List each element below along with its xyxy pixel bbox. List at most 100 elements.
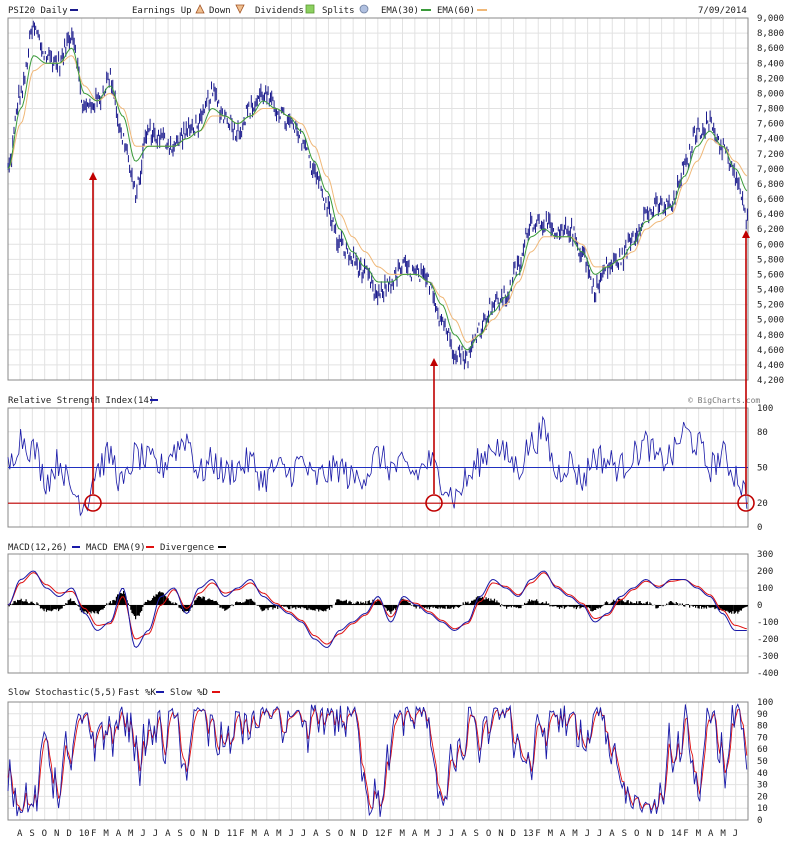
stochastic-legend: Slow Stochastic(5,5) Fast %K Slow %D — [8, 688, 220, 698]
y-tick-label: 7,600 — [757, 120, 784, 130]
x-tick-label: 13 — [523, 829, 534, 839]
macd-signal-label: MACD EMA(9) — [86, 543, 146, 553]
x-tick-label: M — [276, 829, 282, 839]
macd-signal-line — [7, 572, 747, 645]
x-tick-label: J — [437, 829, 442, 839]
x-tick-label: O — [634, 829, 639, 839]
x-tick-label: 10 — [79, 829, 90, 839]
arrow-head — [742, 230, 750, 238]
price-legend: PSI20 Daily Earnings Up Down Dividends S… — [8, 4, 747, 16]
x-tick-label: A — [17, 829, 23, 839]
x-tick-label: S — [622, 829, 627, 839]
x-tick-label: D — [66, 829, 71, 839]
x-tick-label: M — [128, 829, 134, 839]
earnings-up-icon — [195, 4, 205, 14]
x-tick-label: A — [264, 829, 270, 839]
x-tick-label: 12 — [375, 829, 386, 839]
y-tick-label: 90 — [757, 710, 768, 720]
symbol-label: PSI20 Daily — [8, 6, 68, 16]
watermark: © BigCharts.com — [688, 396, 760, 405]
macd-legend: MACD(12,26) MACD EMA(9) Divergence — [8, 543, 226, 553]
x-tick-label: M — [720, 829, 726, 839]
x-tick-label: S — [325, 829, 330, 839]
earnings-down-label: Down — [209, 6, 231, 16]
y-tick-label: 5,200 — [757, 301, 784, 311]
rsi-line — [7, 415, 748, 517]
x-tick-label: S — [474, 829, 479, 839]
earnings-label: Earnings Up — [132, 6, 192, 16]
x-tick-label: N — [202, 829, 207, 839]
x-tick-label: N — [350, 829, 355, 839]
y-tick-label: 4,200 — [757, 376, 784, 386]
x-tick-label: F — [535, 829, 540, 839]
macd-line — [7, 570, 747, 649]
y-tick-label: 50 — [757, 464, 768, 474]
x-tick-label: 11 — [227, 829, 238, 839]
y-tick-label: 7,800 — [757, 105, 784, 115]
y-tick-label: 6,000 — [757, 240, 784, 250]
oversold-circle — [84, 494, 102, 512]
x-tick-label: D — [362, 829, 367, 839]
y-tick-label: 0 — [757, 601, 762, 611]
rsi-title: Relative Strength Index(14) — [8, 396, 154, 406]
ema60-label: EMA(60) — [437, 6, 475, 16]
divergence-label: Divergence — [160, 543, 214, 553]
y-tick-label: 10 — [757, 804, 768, 814]
y-tick-label: -400 — [757, 669, 779, 679]
dividends-label: Dividends — [255, 6, 304, 16]
stochastic-title: Slow Stochastic(5,5) — [8, 688, 116, 698]
x-tick-label: F — [387, 829, 392, 839]
y-tick-label: 6,600 — [757, 195, 784, 205]
y-tick-label: 40 — [757, 769, 768, 779]
arrow-head — [89, 172, 97, 180]
x-tick-label: J — [288, 829, 293, 839]
rsi-panel: 0 20 50 80 100 — [7, 404, 773, 533]
x-tick-label: M — [424, 829, 430, 839]
x-tick-label: A — [412, 829, 418, 839]
x-tick-label: A — [609, 829, 615, 839]
y-tick-label: 5,600 — [757, 270, 784, 280]
x-tick-label: A — [165, 829, 171, 839]
x-tick-label: J — [597, 829, 602, 839]
y-tick-label: 6,400 — [757, 210, 784, 220]
y-tick-label: 4,600 — [757, 346, 784, 356]
y-tick-label: -200 — [757, 635, 779, 645]
panel-frame — [7, 17, 749, 381]
oversold-circle — [425, 494, 443, 512]
y-tick-label: 20 — [757, 499, 768, 509]
x-tick-label: J — [301, 829, 306, 839]
macd-title: MACD(12,26) — [8, 543, 68, 553]
x-tick-label: M — [572, 829, 578, 839]
y-tick-label: 8,000 — [757, 89, 784, 99]
x-tick-label: M — [251, 829, 257, 839]
x-tick-label: J — [585, 829, 590, 839]
y-tick-label: 8,400 — [757, 59, 784, 69]
x-tick-label: S — [177, 829, 182, 839]
x-tick-label: J — [449, 829, 454, 839]
y-tick-label: 7,200 — [757, 150, 784, 160]
y-tick-label: 80 — [757, 722, 768, 732]
y-tick-label: 5,000 — [757, 316, 784, 326]
y-tick-label: 70 — [757, 733, 768, 743]
macd-panel: -400 -300 -200 -100 0 100 200 300 — [7, 550, 779, 679]
splits-icon — [359, 4, 369, 14]
arrow-head — [430, 358, 438, 366]
ema30-line — [7, 47, 748, 351]
ema30-label: EMA(30) — [381, 6, 419, 16]
chart-date: 7/09/2014 — [698, 6, 747, 16]
y-tick-label: 100 — [757, 584, 773, 594]
x-tick-label: M — [400, 829, 406, 839]
y-tick-label: 0 — [757, 816, 762, 826]
fast-k-label: Fast %K — [118, 688, 157, 698]
panel-frame — [7, 553, 749, 674]
x-tick-label: M — [696, 829, 702, 839]
x-tick-label: J — [153, 829, 158, 839]
dividends-icon — [305, 4, 315, 14]
y-tick-label: 5,400 — [757, 286, 784, 296]
y-tick-label: 4,400 — [757, 361, 784, 371]
x-tick-label: F — [239, 829, 244, 839]
earnings-down-icon — [235, 4, 245, 14]
